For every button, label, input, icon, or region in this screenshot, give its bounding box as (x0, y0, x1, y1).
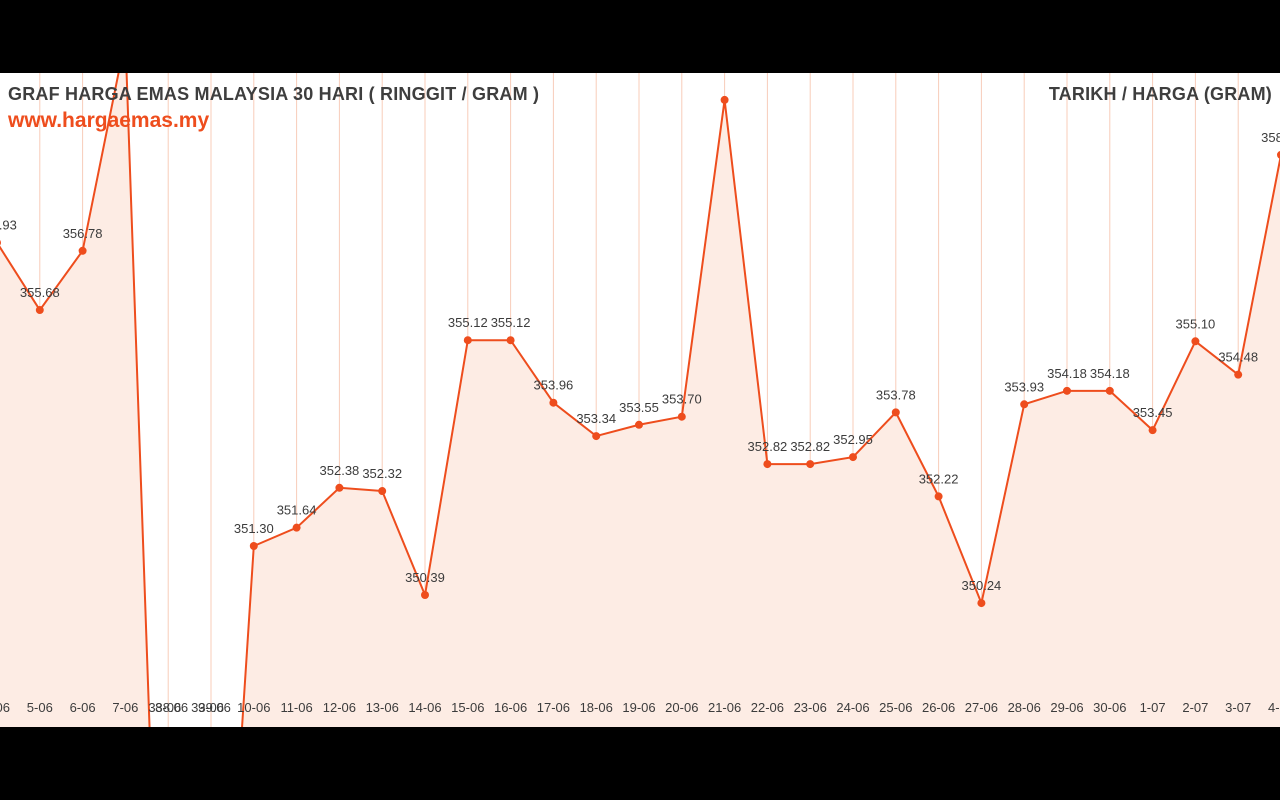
date-tick-label: 26-06 (922, 700, 955, 715)
area-fill (0, 73, 1280, 727)
data-point-marker (720, 95, 729, 104)
value-label: 355.10 (1176, 316, 1216, 331)
date-tick-label: 28-06 (1008, 700, 1041, 715)
value-label: 355.12 (491, 315, 531, 330)
value-label: 339.06 (191, 700, 231, 715)
value-label: 355.12 (448, 315, 488, 330)
value-label: 352.32 (362, 466, 402, 481)
date-tick-label: 6-06 (70, 700, 96, 715)
data-point-marker (249, 541, 258, 550)
data-point-marker (977, 599, 986, 608)
value-label: 351.30 (234, 521, 274, 536)
data-point-marker (78, 246, 87, 255)
value-label: 353.55 (619, 400, 659, 415)
date-tick-label: 8-06 (155, 700, 181, 715)
date-tick-label: 22-06 (751, 700, 784, 715)
date-tick-label: 20-06 (665, 700, 698, 715)
date-tick-label: 13-06 (366, 700, 399, 715)
data-point-marker (421, 591, 429, 600)
data-point-marker (463, 336, 472, 345)
value-label: 358.56 (1261, 130, 1280, 145)
date-tick-label: 5-06 (27, 700, 53, 715)
data-point-marker (1191, 337, 1200, 346)
value-label: 354.18 (1090, 366, 1130, 381)
date-tick-label: 3-07 (1225, 700, 1251, 715)
date-tick-label: 15-06 (451, 700, 484, 715)
value-label: 350.39 (405, 570, 445, 585)
date-tick-label: 9-06 (198, 700, 224, 715)
date-tick-label: 14-06 (408, 700, 441, 715)
value-label: 351.64 (277, 503, 317, 518)
date-tick-label: 29-06 (1050, 700, 1083, 715)
data-point-marker (0, 240, 1, 246)
data-point-marker (378, 487, 387, 496)
value-label: 352.82 (748, 439, 788, 454)
value-label: 354.18 (1047, 366, 1087, 381)
website-link[interactable]: www.hargaemas.my (8, 109, 210, 132)
date-tick-label: 19-06 (622, 700, 655, 715)
date-tick-label: 23-06 (794, 700, 827, 715)
value-label: 352.22 (919, 471, 959, 486)
date-tick-label: 21-06 (708, 700, 741, 715)
value-label: 352.95 (833, 432, 873, 447)
data-point-marker (1105, 386, 1114, 395)
data-point-marker (592, 432, 601, 441)
value-label: 353.70 (662, 392, 702, 407)
data-point-marker (806, 460, 815, 469)
data-point-marker (934, 492, 943, 501)
date-tick-label: 1-07 (1140, 700, 1166, 715)
chart-title: GRAF HARGA EMAS MALAYSIA 30 HARI ( RINGG… (8, 84, 540, 104)
data-point-marker (635, 420, 643, 429)
date-tick-label: 4-07 (1268, 700, 1280, 715)
data-point-marker (1020, 400, 1029, 409)
date-tick-label: 2-07 (1182, 700, 1208, 715)
value-label: 356.78 (63, 226, 103, 241)
data-point-marker (677, 412, 686, 421)
value-label: 355.68 (20, 285, 60, 300)
value-label: 353.45 (1133, 405, 1173, 420)
date-tick-label: 10-06 (237, 700, 270, 715)
value-label: 353.96 (534, 378, 574, 393)
data-point-marker (1148, 426, 1157, 435)
data-point-marker (763, 460, 772, 469)
date-tick-label: 24-06 (836, 700, 869, 715)
date-tick-label: 27-06 (965, 700, 998, 715)
value-label: 338.06 (148, 700, 188, 715)
date-tick-label: 7-06 (112, 700, 138, 715)
date-tick-label: 11-06 (280, 700, 312, 715)
data-point-marker (1234, 370, 1243, 379)
data-point-marker (121, 35, 129, 43)
value-label: 353.78 (876, 387, 916, 402)
data-point-marker (335, 483, 344, 492)
date-tick-label: 18-06 (580, 700, 613, 715)
data-point-marker (1277, 151, 1280, 159)
data-point-marker (1063, 386, 1071, 395)
data-point-marker (849, 453, 857, 462)
axis-legend: TARIKH / HARGA (GRAM) (1048, 84, 1272, 104)
data-point-marker (506, 336, 515, 345)
data-point-marker (891, 408, 900, 417)
date-tick-label: 12-06 (323, 700, 356, 715)
data-point-marker (549, 398, 558, 407)
data-point-marker (292, 523, 301, 532)
value-label: 350.24 (962, 578, 1002, 593)
value-label: 356.93 (0, 218, 17, 233)
value-label: 352.38 (320, 463, 360, 478)
date-tick-label: 4-06 (0, 700, 10, 715)
value-label: 354.48 (1218, 350, 1258, 365)
data-point-marker (35, 306, 44, 315)
value-label: 353.93 (1004, 379, 1044, 394)
date-tick-label: 30-06 (1093, 700, 1126, 715)
value-label: 352.82 (790, 439, 830, 454)
date-tick-label: 17-06 (537, 700, 570, 715)
date-tick-label: 16-06 (494, 700, 527, 715)
date-tick-label: 25-06 (879, 700, 912, 715)
value-label: 353.34 (576, 411, 616, 426)
